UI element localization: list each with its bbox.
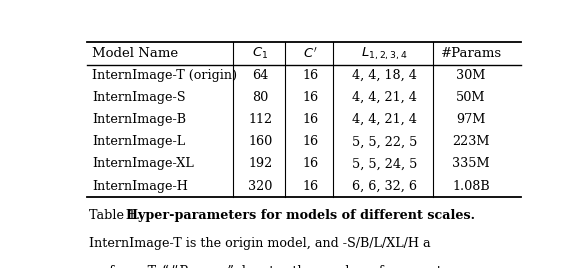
Text: 16: 16 bbox=[303, 135, 318, 148]
Text: InternImage-B: InternImage-B bbox=[92, 113, 186, 126]
Text: 320: 320 bbox=[248, 180, 273, 192]
Text: 4, 4, 18, 4: 4, 4, 18, 4 bbox=[352, 69, 416, 82]
Text: $C'$: $C'$ bbox=[303, 46, 318, 61]
Text: 160: 160 bbox=[248, 135, 273, 148]
Text: 50M: 50M bbox=[456, 91, 486, 104]
Text: 5, 5, 24, 5: 5, 5, 24, 5 bbox=[352, 157, 417, 170]
Text: 16: 16 bbox=[303, 69, 318, 82]
Text: InternImage-T (origin): InternImage-T (origin) bbox=[92, 69, 237, 82]
Text: InternImage-L: InternImage-L bbox=[92, 135, 185, 148]
Text: 5, 5, 22, 5: 5, 5, 22, 5 bbox=[352, 135, 417, 148]
Text: Model Name: Model Name bbox=[92, 47, 178, 60]
Text: up from -T. “#Params” denotes the number of parameter: up from -T. “#Params” denotes the number… bbox=[89, 265, 456, 268]
Text: 16: 16 bbox=[303, 91, 318, 104]
Text: 223M: 223M bbox=[453, 135, 490, 148]
Text: 80: 80 bbox=[252, 91, 269, 104]
Text: 192: 192 bbox=[248, 157, 273, 170]
Text: InternImage-H: InternImage-H bbox=[92, 180, 188, 192]
Text: $C_1$: $C_1$ bbox=[252, 46, 269, 61]
Text: 30M: 30M bbox=[457, 69, 486, 82]
Text: InternImage-S: InternImage-S bbox=[92, 91, 186, 104]
Text: 16: 16 bbox=[303, 113, 318, 126]
Text: 4, 4, 21, 4: 4, 4, 21, 4 bbox=[352, 113, 416, 126]
Text: 16: 16 bbox=[303, 180, 318, 192]
Text: 64: 64 bbox=[252, 69, 269, 82]
Text: 112: 112 bbox=[248, 113, 273, 126]
Text: 6, 6, 32, 6: 6, 6, 32, 6 bbox=[352, 180, 417, 192]
Text: $L_{1,2,3,4}$: $L_{1,2,3,4}$ bbox=[361, 45, 408, 62]
Text: 16: 16 bbox=[303, 157, 318, 170]
Text: Table 1.: Table 1. bbox=[89, 209, 152, 222]
Text: Hyper-parameters for models of different scales.: Hyper-parameters for models of different… bbox=[126, 209, 475, 222]
Text: InternImage-T is the origin model, and -S/B/L/XL/H a: InternImage-T is the origin model, and -… bbox=[89, 237, 430, 250]
Text: 4, 4, 21, 4: 4, 4, 21, 4 bbox=[352, 91, 416, 104]
Text: 335M: 335M bbox=[452, 157, 490, 170]
Text: 97M: 97M bbox=[457, 113, 486, 126]
Text: InternImage-XL: InternImage-XL bbox=[92, 157, 194, 170]
Text: 1.08B: 1.08B bbox=[452, 180, 490, 192]
Text: #Params: #Params bbox=[440, 47, 502, 60]
